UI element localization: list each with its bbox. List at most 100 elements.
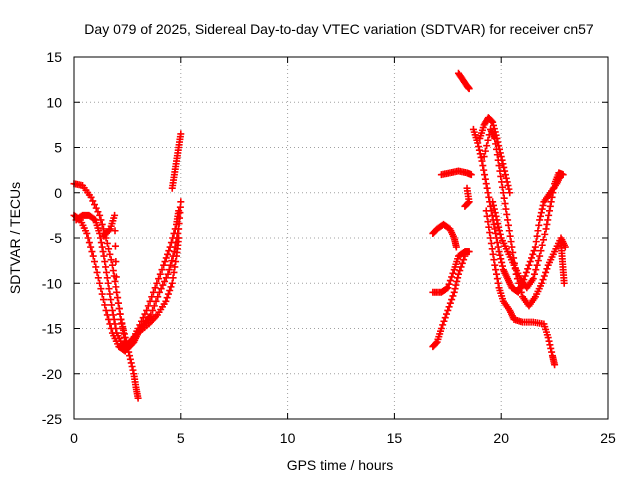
data-point (170, 229, 178, 237)
data-point (88, 248, 96, 256)
data-point (485, 223, 493, 231)
data-point (538, 205, 546, 213)
series-track-11 (461, 184, 473, 210)
data-point (495, 248, 503, 256)
data-point (539, 276, 547, 284)
x-tick-label: 5 (177, 430, 185, 446)
data-point (91, 201, 99, 209)
data-point (448, 296, 456, 304)
data-point (110, 315, 118, 323)
data-point (544, 334, 552, 342)
data-point (496, 167, 504, 175)
data-point (517, 288, 525, 296)
data-point (539, 201, 547, 209)
data-point (98, 220, 106, 228)
data-point (500, 194, 508, 202)
data-point (89, 197, 97, 205)
series-track-7 (429, 248, 473, 296)
data-point (452, 243, 460, 251)
data-point (445, 280, 453, 288)
y-tick-label: 5 (54, 140, 62, 156)
data-point (169, 274, 177, 282)
data-point (544, 216, 552, 224)
data-point (480, 166, 488, 174)
data-point (505, 227, 513, 235)
data-point (536, 216, 544, 224)
data-point (461, 202, 469, 210)
data-point (533, 261, 541, 269)
data-point (496, 230, 504, 238)
data-point (109, 267, 117, 275)
data-point (454, 270, 462, 278)
data-point (479, 162, 487, 170)
data-point (543, 220, 551, 228)
data-point (482, 207, 490, 215)
data-point (449, 269, 457, 277)
data-point (465, 85, 473, 93)
data-point (446, 277, 454, 285)
data-point (156, 270, 164, 278)
x-tick-label: 10 (280, 430, 296, 446)
data-point (542, 268, 550, 276)
data-point (532, 266, 540, 274)
data-point (457, 263, 465, 271)
data-point (497, 172, 505, 180)
data-point (492, 229, 500, 237)
data-point (451, 285, 459, 293)
data-point (532, 238, 540, 246)
data-point (148, 293, 156, 301)
data-point (115, 305, 123, 313)
data-point (126, 355, 134, 363)
data-point (165, 266, 173, 274)
data-point (99, 248, 107, 256)
data-point (487, 234, 495, 242)
data-point (521, 272, 529, 280)
series-track-3 (72, 211, 183, 351)
data-point (493, 270, 501, 278)
data-point (504, 216, 512, 224)
data-point (490, 201, 498, 209)
data-point (485, 193, 493, 201)
data-point (114, 299, 122, 307)
data-point (536, 252, 544, 260)
data-point (112, 283, 120, 291)
series-track-15 (482, 207, 559, 369)
data-point (502, 205, 510, 213)
data-point (129, 366, 137, 374)
data-point (505, 185, 513, 193)
data-point (91, 258, 99, 266)
data-point (105, 226, 113, 234)
data-point (503, 210, 511, 218)
data-point (108, 301, 116, 309)
data-point (490, 220, 498, 228)
data-point (529, 250, 537, 258)
plot-frame (73, 56, 609, 420)
data-point (501, 200, 509, 208)
data-point (177, 198, 185, 206)
data-point (543, 265, 551, 273)
data-point (531, 243, 539, 251)
data-point (537, 212, 545, 220)
data-point (538, 279, 546, 287)
data-point (141, 310, 149, 318)
data-point (494, 156, 502, 164)
data-point (490, 205, 498, 213)
data-point (175, 234, 183, 242)
data-point (493, 151, 501, 159)
data-point (164, 290, 172, 298)
data-point (490, 256, 498, 264)
data-point (454, 274, 462, 282)
data-point (97, 285, 105, 293)
data-point (171, 225, 179, 233)
data-point (547, 344, 555, 352)
data-point (493, 275, 501, 283)
data-point (87, 193, 95, 201)
data-point (144, 302, 152, 310)
data-point (491, 134, 499, 142)
data-point (108, 306, 116, 314)
data-point (159, 281, 167, 289)
data-point (507, 238, 515, 246)
data-point (149, 306, 157, 314)
data-point (143, 306, 151, 314)
data-point (488, 117, 496, 125)
